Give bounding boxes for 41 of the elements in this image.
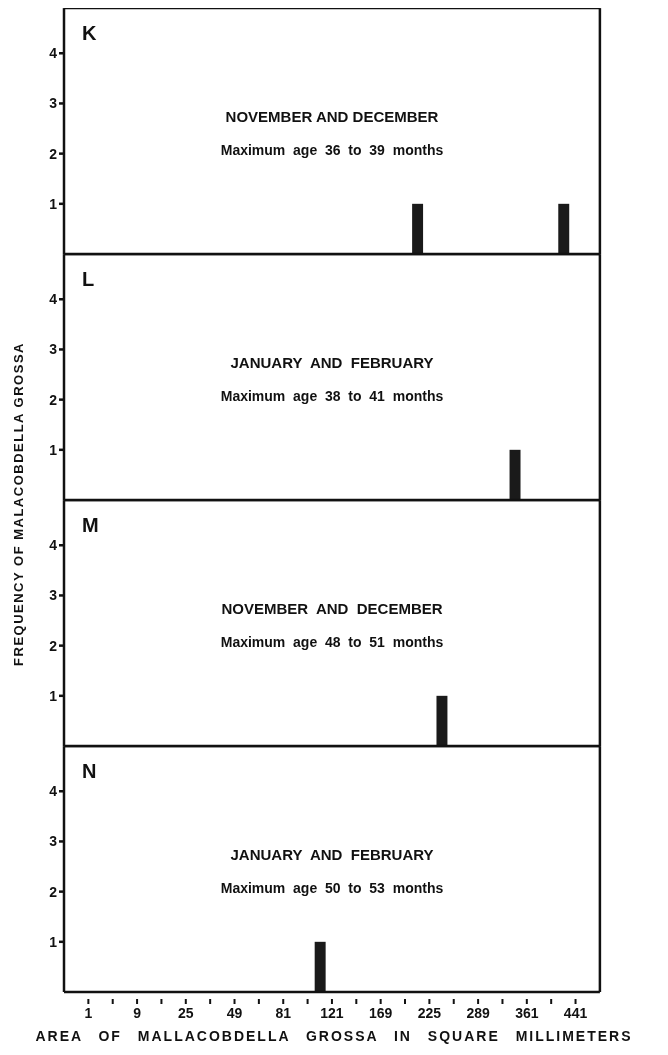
y-tick-label: 4 [49,783,58,800]
text: M [82,514,99,537]
y-tick-label: 1 [49,195,58,212]
x-tick-label: 121 [320,1005,344,1021]
y-axis-title: FREQUENCY OF MALACOBDELLA GROSSA [10,342,26,666]
x-tick-label: 225 [417,1005,442,1021]
x-tick-label: 289 [466,1005,490,1021]
x-tick-label: 9 [133,1005,142,1021]
y-tick-label: 1 [49,933,58,950]
y-tick-label: 2 [49,637,58,654]
text: L [82,268,95,291]
y-tick-label: 1 [49,441,58,458]
annotation: Maximum age 48 to 51 months [219,634,445,650]
x-axis-title: AREA OF MALLACOBDELLA GROSSA IN SQUARE MILLIMETERS [34,1028,634,1044]
annotation: Maximum age 38 to 41 months [219,388,445,404]
x-tick-label: 81 [275,1005,292,1021]
y-tick-label: 2 [49,391,58,408]
x-tick-label: 361 [515,1005,539,1021]
annotation: NOVEMBER AND DECEMBER [220,600,444,617]
annotation: NOVEMBER AND DECEMBER [224,108,440,125]
annotation: JANUARY AND FEBRUARY [229,846,435,863]
y-tick-label: 2 [49,145,58,162]
y-tick-label: 4 [49,537,58,554]
y-tick-label: 4 [49,45,58,62]
annotation: JANUARY AND FEBRUARY [229,354,435,371]
y-tick-label: 3 [49,833,58,850]
y-tick-label: 3 [49,341,58,358]
x-tick-label: 1 [84,1005,93,1021]
y-tick-label: 3 [49,95,58,112]
x-tick-label: 169 [368,1005,393,1021]
y-tick-label: 2 [49,883,58,900]
x-tick-label: 25 [178,1005,194,1021]
text: K [82,22,97,45]
annotation: Maximum age 36 to 39 months [219,142,445,158]
annotation: Maximum age 50 to 53 months [219,880,445,896]
y-tick-label: 4 [49,291,58,308]
x-tick-label: 49 [226,1005,243,1021]
y-tick-label: 3 [49,587,58,604]
x-tick-label: 441 [563,1005,588,1021]
y-tick-label: 1 [49,687,58,704]
text: N [82,760,97,783]
